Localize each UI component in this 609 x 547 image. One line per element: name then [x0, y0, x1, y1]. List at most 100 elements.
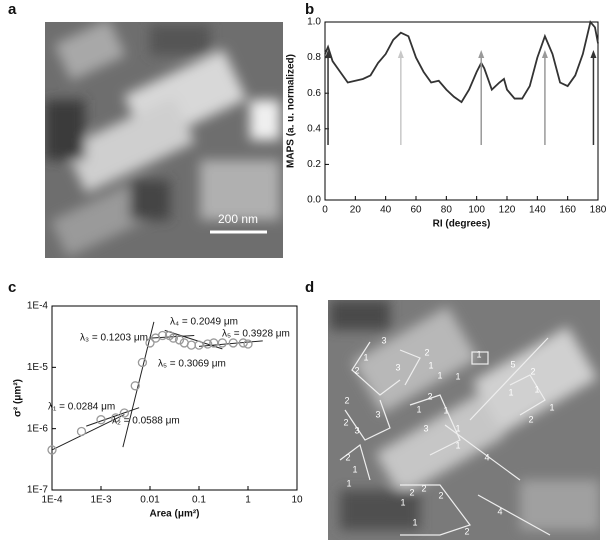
y-tick-label: 1E-6 — [27, 423, 49, 434]
annotation: λ₄ = 0.2049 μm — [170, 317, 238, 328]
x-tick-label: 0.01 — [140, 495, 160, 506]
annotation: λ₁ = 0.0284 μm — [48, 402, 115, 413]
x-tick-label: 10 — [291, 495, 303, 506]
x-tick-label: 100 — [468, 205, 485, 216]
data-point — [168, 333, 179, 343]
region-label: 1 — [455, 371, 460, 381]
panel-label: d — [305, 279, 314, 296]
data-line — [324, 20, 599, 104]
y-tick-label: 0.6 — [307, 88, 321, 99]
data-point — [130, 381, 140, 391]
arrow-head — [397, 50, 404, 58]
region-label: 2 — [354, 365, 359, 375]
region-label: 3 — [381, 335, 386, 345]
data-point — [47, 445, 57, 455]
region-label: 4 — [497, 506, 502, 516]
annotation: λ₅ = 0.3069 μm — [158, 359, 226, 370]
region-label: 1 — [508, 387, 513, 397]
x-tick-label: 120 — [499, 205, 516, 216]
region-label: 1 — [428, 360, 433, 370]
fit-line — [198, 340, 263, 347]
arrow-head — [478, 50, 485, 58]
data-point — [76, 426, 87, 437]
plot-frame — [324, 21, 599, 201]
fit-line — [164, 329, 223, 350]
arrow-head — [590, 50, 597, 58]
region-label: 3 — [395, 362, 400, 372]
y-tick-label: 0.4 — [307, 123, 321, 134]
x-axis-label: RI (degrees) — [433, 219, 491, 230]
region-label: 1 — [363, 352, 368, 362]
fit-line — [86, 407, 140, 427]
fit-line — [149, 335, 195, 339]
region-label: 2 — [343, 417, 348, 427]
x-tick-label: 140 — [529, 205, 546, 216]
y-tick-label: 0.2 — [307, 159, 321, 170]
x-tick-label: 1 — [245, 495, 251, 506]
region-label: 1 — [416, 404, 421, 414]
region-label: 1 — [352, 464, 357, 474]
chart-c: 1E-4 1E-3 0.01 0.1 1 10 1E-7 1E-6 1E-5 1E-4 Area (… — [13, 301, 303, 520]
data-point — [194, 340, 204, 350]
y-tick-label: 1.0 — [307, 17, 321, 28]
y-tick-label: 1E-4 — [27, 301, 49, 312]
annotation: λ₅ = 0.3928 μm — [222, 329, 290, 340]
region-label: 1 — [443, 405, 448, 415]
data-point — [228, 338, 238, 348]
panel-label: a — [8, 1, 17, 18]
region-label: 1 — [412, 517, 417, 527]
annotation: λ₂ = 0.0588 μm — [112, 416, 180, 427]
fit-line — [122, 321, 155, 448]
data-point — [119, 408, 130, 418]
region-label: 3 — [423, 423, 428, 433]
panel-label: c — [8, 279, 16, 296]
data-point — [111, 413, 121, 423]
x-tick-label: 0 — [322, 205, 328, 216]
region-label: 2 — [409, 487, 414, 497]
region-label: 2 — [344, 395, 349, 405]
region-label: 2 — [427, 391, 432, 401]
arrow-head — [325, 50, 332, 58]
x-axis-label: Area (μm²) — [149, 509, 199, 520]
x-tick-label: 160 — [559, 205, 576, 216]
region-label: 1 — [476, 349, 481, 359]
region-label: 1 — [346, 478, 351, 488]
data-point — [238, 338, 248, 348]
data-point — [157, 330, 168, 341]
region-label: 3 — [354, 425, 359, 435]
data-point — [137, 357, 148, 368]
y-axis-label: σ² (μm²) — [13, 379, 24, 417]
afm-image-a: 200 nm — [45, 22, 283, 258]
region-label: 5 — [510, 359, 515, 369]
annotation: λ₃ = 0.1203 μm — [80, 333, 148, 344]
region-label: 2 — [345, 452, 350, 462]
region-label: 2 — [424, 347, 429, 357]
data-point — [96, 415, 106, 425]
x-tick-label: 1E-4 — [41, 495, 63, 506]
chart-b: 0 20 40 60 80 100 120 140 160 180 0.0 0.2 0.4 0.6 0.8 1… — [286, 17, 607, 230]
region-label: 2 — [528, 414, 533, 424]
arrow-head — [541, 50, 548, 58]
data-point — [145, 338, 155, 348]
data-point — [202, 339, 213, 349]
region-label: 2 — [438, 490, 443, 500]
scale-bar-label: 200 nm — [218, 212, 258, 226]
region-label: 1 — [400, 497, 405, 507]
region-label: 1 — [437, 370, 442, 380]
x-tick-label: 40 — [380, 205, 392, 216]
x-tick-label: 0.1 — [192, 495, 206, 506]
region-label: 2 — [464, 526, 469, 536]
region-label: 2 — [421, 483, 426, 493]
y-tick-label: 1E-7 — [27, 485, 49, 496]
x-tick-label: 60 — [410, 205, 422, 216]
y-tick-label: 0.8 — [307, 52, 321, 63]
region-label: 4 — [484, 452, 489, 462]
region-label: 1 — [455, 440, 460, 450]
data-point — [186, 340, 197, 350]
region-label: 1 — [534, 384, 539, 394]
y-tick-label: 0.0 — [307, 195, 321, 206]
y-tick-label: 1E-5 — [27, 362, 49, 373]
region-label: 1 — [455, 423, 460, 433]
